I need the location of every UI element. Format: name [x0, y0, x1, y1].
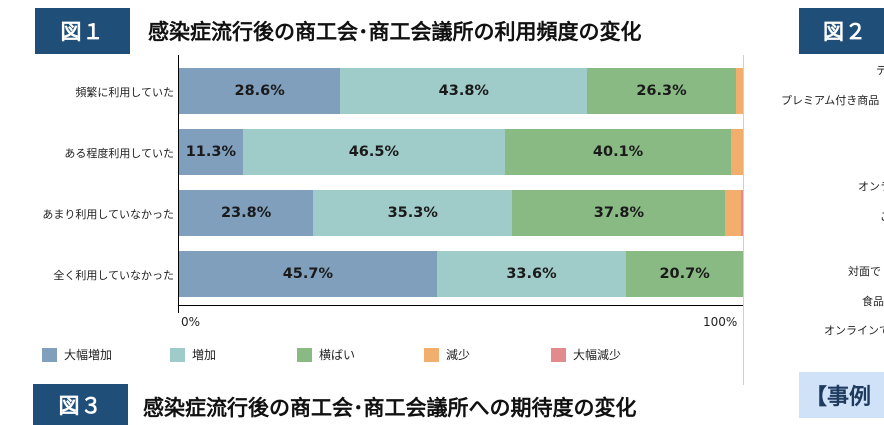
legend-label: 増加	[192, 348, 217, 362]
case-study-box: 【事例	[799, 372, 884, 418]
bar-segment-flat: 26.3%	[587, 68, 736, 114]
legend-item-decrease: 減少	[424, 346, 470, 363]
legend-label: 大幅増加	[64, 348, 113, 362]
bar-segment-large-increase: 11.3%	[179, 129, 243, 175]
figure1-title: 感染症流行後の商工会･商工会議所の利用頻度の変化	[148, 20, 642, 44]
x-tick-label-0: 0%	[181, 315, 201, 329]
legend-swatch	[551, 347, 566, 362]
legend-item-large-decrease: 大幅減少	[551, 346, 621, 363]
category-label: 頻繁に利用していた	[75, 86, 174, 99]
legend-swatch	[424, 347, 439, 362]
panel-divider	[743, 55, 744, 385]
x-tick-label-100: 100%	[703, 315, 738, 329]
bar-row: 45.7% 33.6% 20.7%	[179, 251, 743, 297]
bar-segment-large-increase: 28.6%	[179, 68, 341, 114]
x-axis-line	[178, 305, 744, 306]
figure2-label: ご	[880, 208, 884, 224]
y-axis-line	[178, 55, 179, 313]
legend-swatch	[297, 347, 312, 362]
legend-label: 減少	[446, 348, 471, 362]
figure2-label: 対面で	[848, 265, 881, 278]
figure3-badge: 図３	[33, 384, 128, 425]
legend-label: 横ばい	[319, 348, 356, 362]
bar-segment-increase: 33.6%	[436, 251, 627, 297]
bar-segment-increase: 43.8%	[340, 68, 588, 114]
figure2-label: 食品	[862, 295, 884, 308]
category-label: ある程度利用していた	[64, 147, 174, 160]
bar-segment-decrease	[735, 68, 743, 114]
legend-label: 大幅減少	[573, 348, 622, 362]
bar-row: 11.3% 46.5% 40.1%	[179, 129, 743, 175]
legend-item-large-increase: 大幅増加	[42, 346, 112, 363]
legend-item-increase: 増加	[170, 346, 216, 363]
category-label: 全く利用していなかった	[53, 269, 174, 282]
bar-segment-flat: 40.1%	[504, 129, 732, 175]
bar-segment-large-increase: 23.8%	[179, 190, 314, 236]
figure3-title: 感染症流行後の商工会･商工会議所への期待度の変化	[143, 396, 637, 420]
figure1-badge: 図１	[35, 8, 130, 54]
bar-segment-flat: 20.7%	[626, 251, 743, 297]
bar-segment-large-increase: 45.7%	[179, 251, 437, 297]
legend-item-flat: 横ばい	[297, 346, 355, 363]
bar-segment-decrease	[725, 190, 742, 236]
figure2-label: テ	[876, 64, 884, 77]
figure2-label: オンラインで	[824, 324, 884, 337]
bar-segment-flat: 37.8%	[512, 190, 726, 236]
bar-segment-decrease	[731, 129, 743, 175]
bar-segment-increase: 46.5%	[242, 129, 505, 175]
bar-row: 28.6% 43.8% 26.3%	[179, 68, 743, 114]
figure2-badge: 図２	[799, 8, 884, 54]
legend-swatch	[42, 347, 57, 362]
bar-row: 23.8% 35.3% 37.8%	[179, 190, 743, 236]
bar-segment-increase: 35.3%	[313, 190, 513, 236]
legend-swatch	[170, 347, 185, 362]
x-axis-tick-0	[178, 305, 179, 311]
category-label: あまり利用していなかった	[42, 208, 174, 221]
bar-segment-large-decrease	[741, 190, 743, 236]
figure2-label: プレミアム付き商品	[781, 94, 880, 107]
figure2-label: オンラ	[858, 180, 884, 193]
